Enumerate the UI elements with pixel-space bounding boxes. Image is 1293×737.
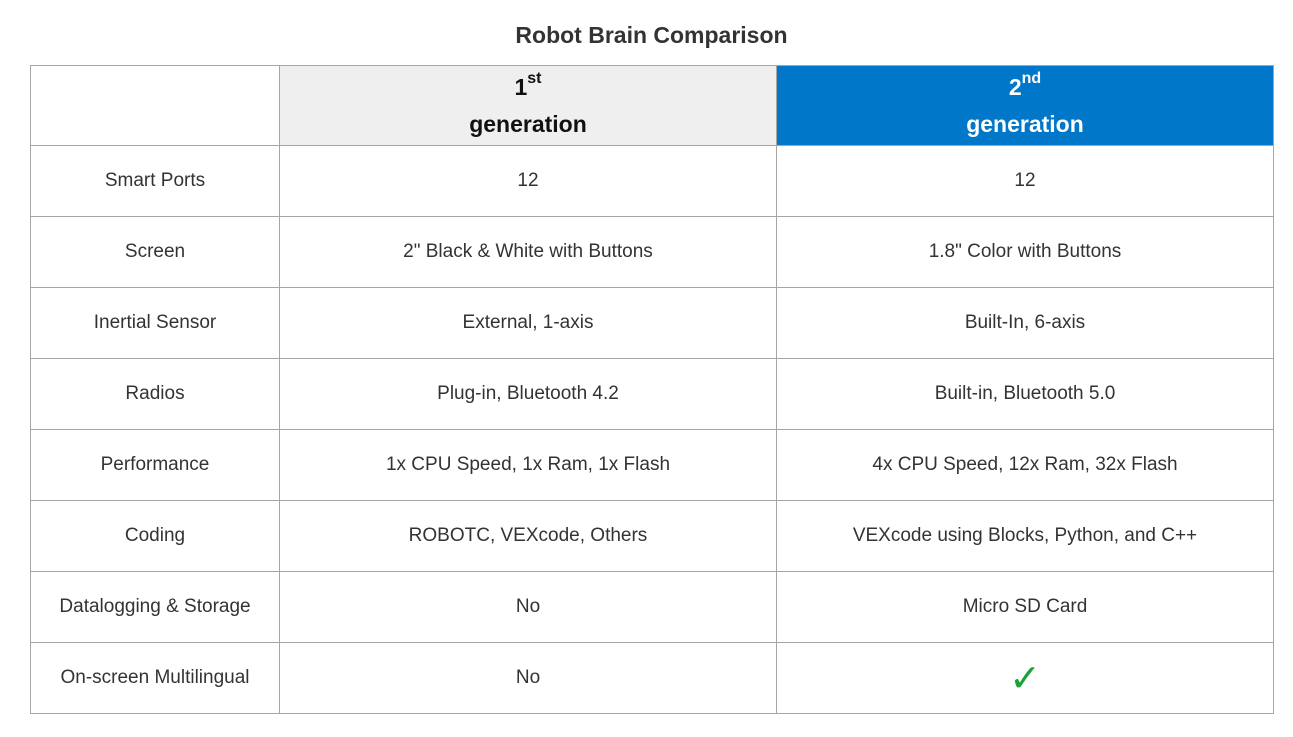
gen1-value-cell: External, 1-axis — [279, 287, 777, 359]
feature-cell: On-screen Multilingual — [30, 642, 280, 714]
table-row: Inertial Sensor External, 1-axis Built-I… — [30, 287, 1274, 359]
check-icon: ✓ — [1009, 656, 1041, 700]
header-row: 1st generation 2nd generation — [30, 65, 1274, 146]
feature-cell: Screen — [30, 216, 280, 288]
table-row: Screen 2" Black & White with Buttons 1.8… — [30, 216, 1274, 288]
table-row: Datalogging & Storage No Micro SD Card — [30, 571, 1274, 643]
gen2-suffix: nd — [1021, 69, 1042, 87]
feature-cell: Inertial Sensor — [30, 287, 280, 359]
table-row: Coding ROBOTC, VEXcode, Others VEXcode u… — [30, 500, 1274, 572]
gen1-value-cell: 1x CPU Speed, 1x Ram, 1x Flash — [279, 429, 777, 501]
table-row: On-screen Multilingual No ✓ — [30, 642, 1274, 714]
gen1-value-cell: No — [279, 571, 777, 643]
gen2-value-cell: 1.8" Color with Buttons — [776, 216, 1274, 288]
feature-cell: Datalogging & Storage — [30, 571, 280, 643]
header-gen1: 1st generation — [279, 65, 777, 146]
feature-cell: Radios — [30, 358, 280, 430]
feature-cell: Performance — [30, 429, 280, 501]
gen1-value-cell: No — [279, 642, 777, 714]
gen1-value-cell: 2" Black & White with Buttons — [279, 216, 777, 288]
gen1-value-cell: 12 — [279, 145, 777, 217]
table-row: Performance 1x CPU Speed, 1x Ram, 1x Fla… — [30, 429, 1274, 501]
gen2-value-cell: VEXcode using Blocks, Python, and C++ — [776, 500, 1274, 572]
gen1-number: 1st — [514, 69, 542, 100]
gen2-value-cell: 4x CPU Speed, 12x Ram, 32x Flash — [776, 429, 1274, 501]
page-title: Robot Brain Comparison — [515, 22, 788, 48]
table-row: Smart Ports 12 12 — [30, 145, 1274, 217]
table-row: Radios Plug-in, Bluetooth 4.2 Built-in, … — [30, 358, 1274, 430]
header-gen2: 2nd generation — [776, 65, 1274, 146]
gen2-number: 2nd — [1008, 69, 1042, 100]
feature-cell: Coding — [30, 500, 280, 572]
gen1-value-cell: ROBOTC, VEXcode, Others — [279, 500, 777, 572]
feature-cell: Smart Ports — [30, 145, 280, 217]
gen1-suffix: st — [527, 69, 542, 87]
gen1-word: generation — [469, 110, 587, 137]
header-blank-cell — [30, 65, 280, 146]
gen2-value-cell: Built-in, Bluetooth 5.0 — [776, 358, 1274, 430]
gen1-value-cell: Plug-in, Bluetooth 4.2 — [279, 358, 777, 430]
gen2-value-cell: 12 — [776, 145, 1274, 217]
comparison-table: 1st generation 2nd generation Smart Port… — [30, 65, 1274, 714]
gen2-value-cell: Built-In, 6-axis — [776, 287, 1274, 359]
gen2-value-cell: Micro SD Card — [776, 571, 1274, 643]
gen2-word: generation — [966, 110, 1084, 137]
gen2-value-cell: ✓ — [776, 642, 1274, 714]
